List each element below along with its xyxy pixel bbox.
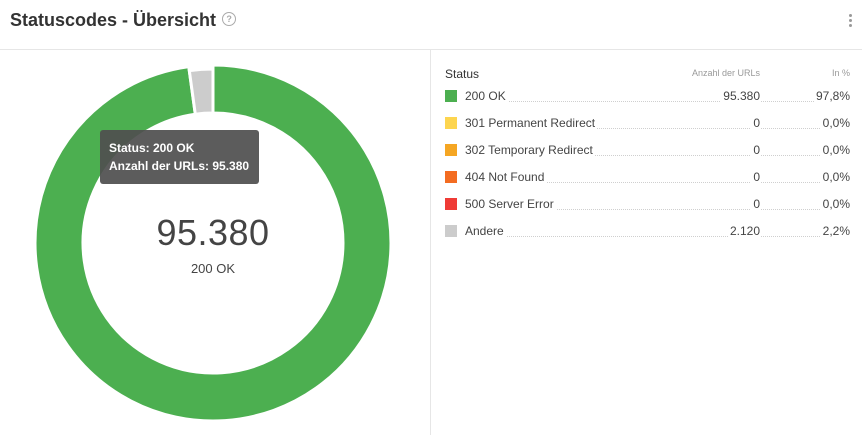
- legend-row-label: 200 OK: [465, 89, 508, 103]
- legend-row-count: 2.120: [727, 224, 760, 238]
- legend-row-label: 302 Temporary Redirect: [465, 143, 595, 157]
- legend-row[interactable]: 404 Not Found 0 0,0%: [445, 165, 850, 192]
- legend-row-count: 0: [751, 143, 760, 157]
- donut-center-label: 200 OK: [190, 261, 236, 276]
- vertical-ellipsis-icon[interactable]: [847, 14, 853, 30]
- donut-slice-andere[interactable]: [187, 67, 215, 116]
- widget-title: Statuscodes - Übersicht?: [10, 10, 237, 31]
- legend-swatch: [445, 171, 457, 183]
- donut-slice-200-ok[interactable]: [33, 63, 393, 423]
- legend-row-count: 95.380: [721, 89, 760, 103]
- legend-row-pct: 0,0%: [820, 170, 850, 184]
- donut-chart[interactable]: [0, 50, 430, 435]
- legend-table: Status Anzahl der URLs In % 200 OK 95.380…: [445, 64, 850, 246]
- question-circle-icon[interactable]: ?: [222, 12, 237, 27]
- legend-row-label: 404 Not Found: [465, 170, 547, 184]
- leader-dots: [465, 101, 850, 102]
- legend-col-pct: In %: [831, 68, 850, 78]
- legend-swatch: [445, 117, 457, 129]
- legend-row-label: 301 Permanent Redirect: [465, 116, 598, 130]
- leader-dots: [465, 209, 850, 210]
- leader-dots: [465, 128, 850, 129]
- legend-swatch: [445, 225, 457, 237]
- widget-header: Statuscodes - Übersicht?: [0, 0, 862, 50]
- legend-row[interactable]: 200 OK 95.380 97,8%: [445, 84, 850, 111]
- panel-divider: [430, 50, 431, 435]
- legend-row[interactable]: Andere 2.120 2,2%: [445, 219, 850, 246]
- widget-title-text: Statuscodes - Übersicht: [10, 10, 217, 30]
- donut-center-value: 95.380: [156, 212, 270, 253]
- leader-dots: [465, 236, 850, 237]
- legend-row-count: 0: [751, 170, 760, 184]
- legend-row[interactable]: 301 Permanent Redirect 0 0,0%: [445, 111, 850, 138]
- legend-row-pct: 0,0%: [820, 143, 850, 157]
- legend-row-count: 0: [751, 116, 760, 130]
- tooltip-status: Status: 200 OK: [109, 141, 195, 155]
- legend-header: Status Anzahl der URLs In %: [445, 64, 850, 84]
- legend-swatch: [445, 144, 457, 156]
- legend-col-status: Status: [445, 67, 480, 81]
- legend-row-pct: 0,0%: [820, 197, 850, 211]
- legend-row[interactable]: 500 Server Error 0 0,0%: [445, 192, 850, 219]
- legend-row-pct: 0,0%: [820, 116, 850, 130]
- legend-row[interactable]: 302 Temporary Redirect 0 0,0%: [445, 138, 850, 165]
- legend-swatch: [445, 90, 457, 102]
- legend-row-count: 0: [751, 197, 760, 211]
- legend-row-label: Andere: [465, 224, 506, 238]
- legend-col-count: Anzahl der URLs: [691, 68, 760, 78]
- legend-swatch: [445, 198, 457, 210]
- legend-row-label: 500 Server Error: [465, 197, 556, 211]
- leader-dots: [465, 182, 850, 183]
- leader-dots: [465, 155, 850, 156]
- chart-tooltip: Status: 200 OK Anzahl der URLs: 95.380: [100, 130, 259, 184]
- tooltip-count: Anzahl der URLs: 95.380: [109, 159, 250, 173]
- legend-row-pct: 2,2%: [820, 224, 850, 238]
- legend-row-pct: 97,8%: [813, 89, 850, 103]
